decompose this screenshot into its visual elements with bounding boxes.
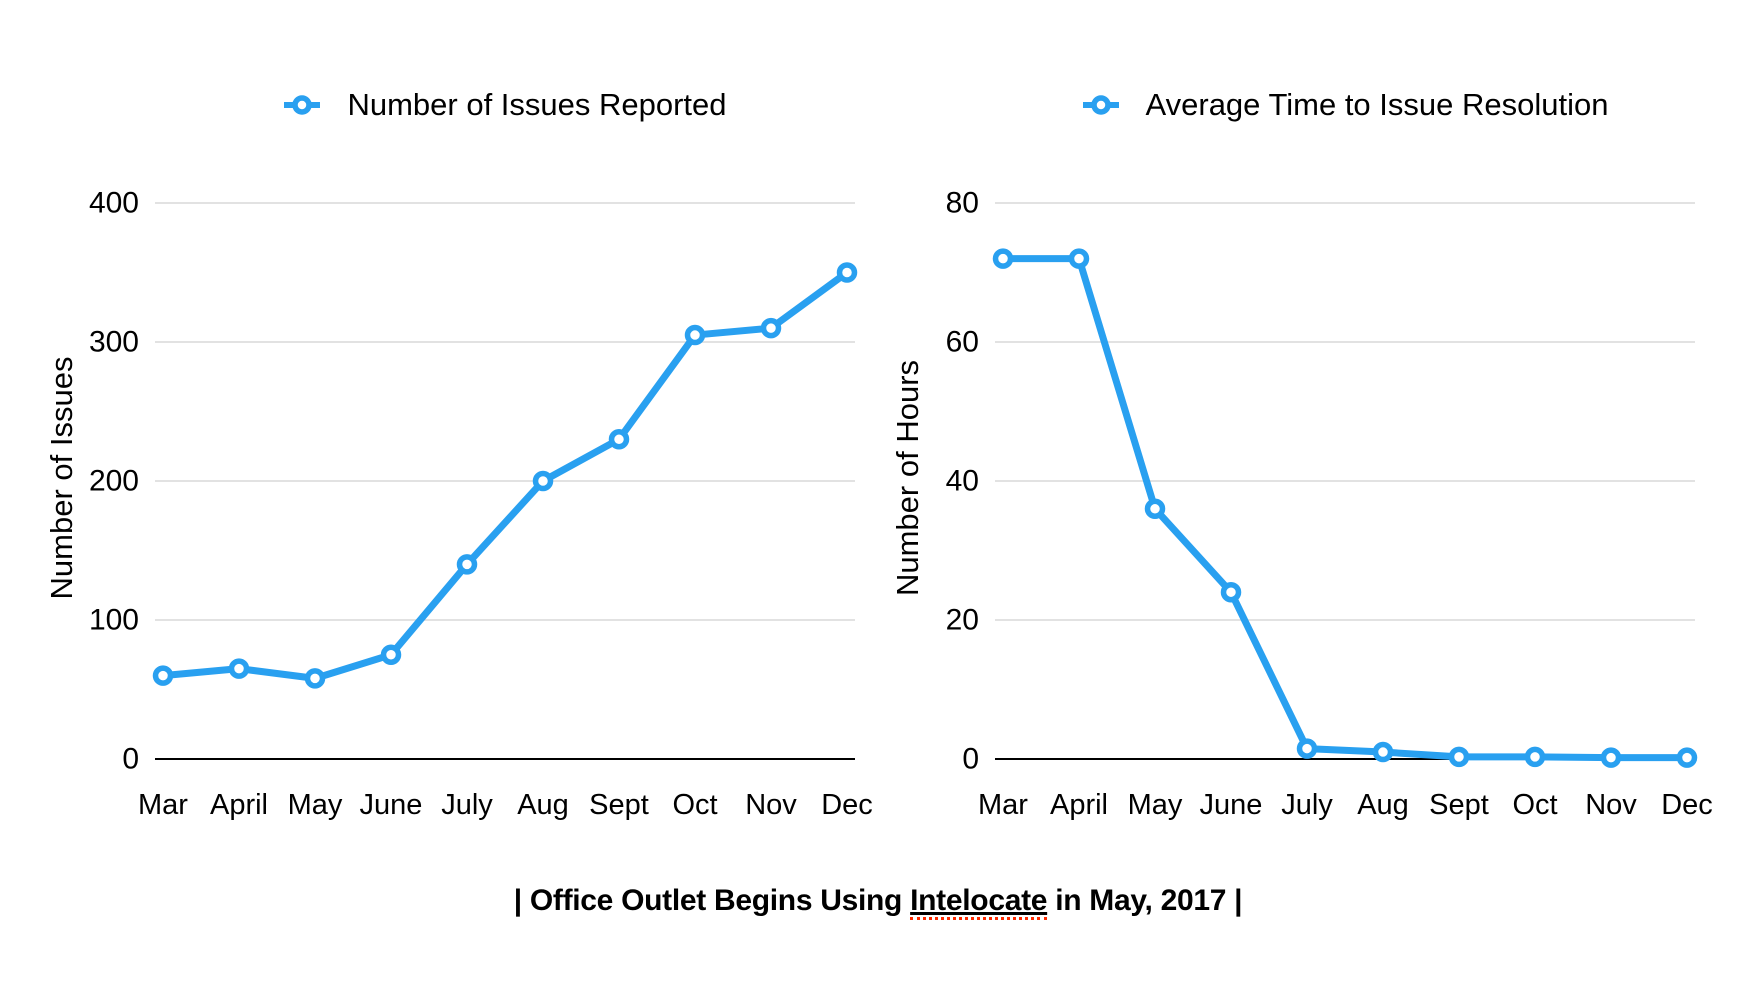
svg-text:June: June bbox=[360, 789, 423, 821]
resolution-chart-legend: Average Time to Issue Resolution bbox=[995, 82, 1695, 128]
svg-text:200: 200 bbox=[89, 465, 139, 498]
svg-text:Aug: Aug bbox=[1357, 789, 1409, 821]
svg-text:May: May bbox=[288, 789, 343, 821]
svg-text:100: 100 bbox=[89, 604, 139, 637]
svg-text:80: 80 bbox=[946, 187, 979, 220]
chart-caption: | Office Outlet Begins Using Intelocate … bbox=[0, 884, 1756, 920]
misspelled-word: Intelocate bbox=[910, 884, 1047, 920]
svg-text:Oct: Oct bbox=[672, 789, 717, 821]
svg-text:400: 400 bbox=[89, 187, 139, 220]
svg-text:Sept: Sept bbox=[1429, 789, 1489, 821]
svg-text:July: July bbox=[441, 789, 493, 821]
svg-text:Oct: Oct bbox=[1512, 789, 1557, 821]
legend-label: Average Time to Issue Resolution bbox=[1145, 87, 1609, 122]
svg-text:June: June bbox=[1200, 789, 1263, 821]
svg-text:Nov: Nov bbox=[745, 789, 797, 821]
svg-text:Dec: Dec bbox=[1661, 789, 1713, 821]
caption-suffix: in May, 2017 | bbox=[1047, 884, 1243, 917]
svg-text:300: 300 bbox=[89, 326, 139, 359]
line-marker-icon bbox=[284, 95, 321, 115]
resolution-chart-plot: 0 20 40 60 80 Mar April May June July Aug Sept Oct No… bbox=[946, 187, 1713, 822]
svg-text:July: July bbox=[1281, 789, 1333, 821]
svg-text:Dec: Dec bbox=[821, 789, 873, 821]
line-marker-icon bbox=[1082, 95, 1119, 115]
svg-text:60: 60 bbox=[946, 326, 979, 359]
issues-chart-plot: 0 100 200 300 400 Mar April May June July Aug Sept O… bbox=[89, 187, 873, 822]
legend-label: Number of Issues Reported bbox=[347, 87, 727, 122]
svg-text:0: 0 bbox=[122, 743, 139, 776]
svg-text:April: April bbox=[1050, 789, 1108, 821]
issues-chart-legend: Number of Issues Reported bbox=[155, 82, 855, 128]
svg-text:Nov: Nov bbox=[1585, 789, 1637, 821]
svg-text:Mar: Mar bbox=[138, 789, 188, 821]
svg-text:May: May bbox=[1128, 789, 1183, 821]
svg-text:Sept: Sept bbox=[589, 789, 649, 821]
svg-text:20: 20 bbox=[946, 604, 979, 637]
svg-text:April: April bbox=[210, 789, 268, 821]
svg-text:40: 40 bbox=[946, 465, 979, 498]
caption-prefix: | Office Outlet Begins Using bbox=[513, 884, 911, 917]
svg-text:Aug: Aug bbox=[517, 789, 569, 821]
svg-text:0: 0 bbox=[962, 743, 979, 776]
svg-text:Mar: Mar bbox=[978, 789, 1028, 821]
